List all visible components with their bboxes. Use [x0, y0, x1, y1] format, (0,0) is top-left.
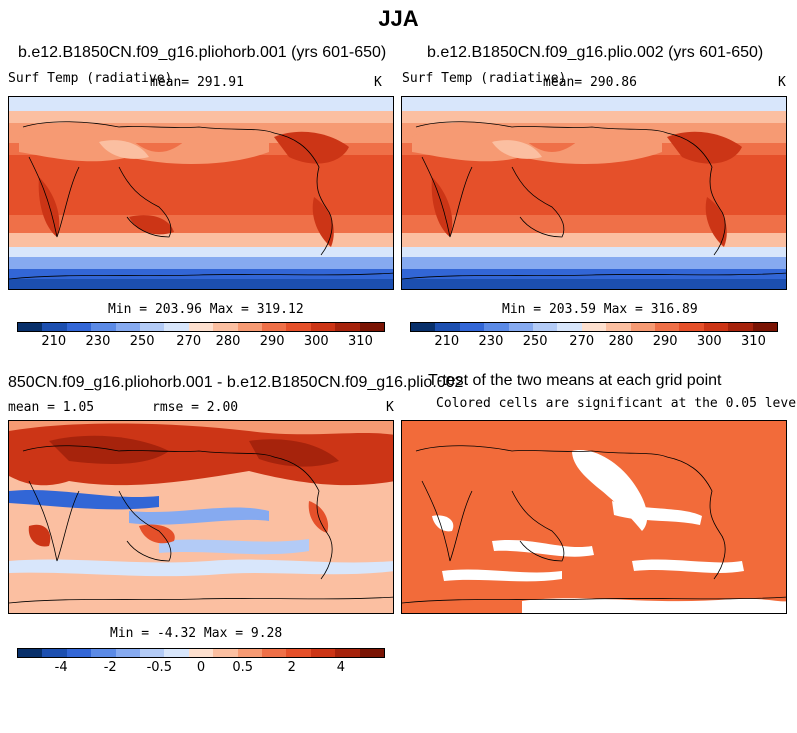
- panel4-subtitle: Colored cells are significant at the 0.0…: [436, 396, 797, 411]
- colorbar-swatch: [237, 323, 263, 331]
- colorbar-tick-label: 210: [41, 334, 67, 349]
- panel3-map: [8, 420, 394, 614]
- colorbar-swatch: [606, 323, 631, 331]
- colorbar-tick-label: 290: [259, 334, 285, 349]
- panel1-map: [8, 96, 394, 290]
- colorbar-tick-label: 310: [741, 334, 766, 349]
- colorbar-swatch: [728, 323, 753, 331]
- colorbar-swatch: [359, 649, 385, 657]
- colorbar-swatch: [335, 323, 360, 331]
- colorbar-tick-label: 270: [176, 334, 202, 349]
- colorbar-swatch: [164, 323, 189, 331]
- colorbar-swatch: [359, 323, 385, 331]
- colorbar-tick-label: 230: [478, 334, 504, 349]
- colorbar-swatch: [752, 323, 778, 331]
- colorbar-swatch: [335, 649, 360, 657]
- panel1-mean: mean= 291.91: [150, 75, 244, 90]
- panel3-colorbar: [17, 648, 385, 658]
- colorbar-tick-label: -2: [103, 660, 117, 675]
- colorbar-tick-label: 0.5: [232, 660, 254, 675]
- colorbar-swatch: [310, 323, 336, 331]
- panel1-minmax: Min = 203.96 Max = 319.12: [108, 302, 304, 317]
- colorbar-tick-label: 300: [303, 334, 329, 349]
- colorbar-swatch: [655, 323, 680, 331]
- panel3-colorbar-ticks: -4 -2 -0.5 0 0.5 2 4: [17, 660, 385, 676]
- panel2-minmax: Min = 203.59 Max = 316.89: [502, 302, 698, 317]
- panel2-colorbar: [410, 322, 778, 332]
- colorbar-tick-label: 270: [569, 334, 595, 349]
- panel3-title: 850CN.f09_g16.pliohorb.001 - b.e12.B1850…: [8, 374, 464, 391]
- colorbar-tick-label: 250: [129, 334, 155, 349]
- panel4-map: [401, 420, 787, 614]
- colorbar-tick-label: 2: [287, 660, 296, 675]
- colorbar-tick-label: 250: [522, 334, 548, 349]
- panel1-units: K: [374, 75, 382, 90]
- colorbar-swatch: [286, 323, 311, 331]
- colorbar-swatch: [411, 323, 436, 331]
- colorbar-swatch: [42, 323, 67, 331]
- panel2-mean: mean= 290.86: [543, 75, 637, 90]
- colorbar-swatch: [435, 323, 460, 331]
- colorbar-swatch: [703, 323, 729, 331]
- colorbar-swatch: [91, 323, 116, 331]
- panel1-colorbar: [17, 322, 385, 332]
- colorbar-swatch: [533, 323, 558, 331]
- colorbar-swatch: [630, 323, 656, 331]
- colorbar-swatch: [508, 323, 534, 331]
- colorbar-swatch: [188, 323, 214, 331]
- colorbar-swatch: [262, 323, 287, 331]
- panel3-minmax: Min = -4.32 Max = 9.28: [110, 626, 283, 641]
- figure-title: JJA: [378, 6, 419, 31]
- panel4-title: T-test of the two means at each grid poi…: [428, 372, 722, 389]
- colorbar-tick-label: -0.5: [146, 660, 172, 675]
- panel1-colorbar-ticks: 210 230 250 270 280 290 300 310: [17, 334, 385, 350]
- colorbar-swatch: [237, 649, 263, 657]
- colorbar-swatch: [140, 323, 165, 331]
- panel3-units: K: [386, 400, 394, 415]
- colorbar-swatch: [679, 323, 704, 331]
- colorbar-tick-label: 280: [215, 334, 241, 349]
- colorbar-tick-label: 4: [336, 660, 345, 675]
- colorbar-swatch: [42, 649, 67, 657]
- colorbar-swatch: [115, 323, 141, 331]
- colorbar-swatch: [91, 649, 116, 657]
- colorbar-swatch: [140, 649, 165, 657]
- colorbar-swatch: [213, 323, 238, 331]
- colorbar-swatch: [310, 649, 336, 657]
- panel2-map: [401, 96, 787, 290]
- colorbar-swatch: [581, 323, 607, 331]
- colorbar-swatch: [286, 649, 311, 657]
- colorbar-tick-label: 300: [696, 334, 722, 349]
- colorbar-tick-label: 280: [608, 334, 634, 349]
- colorbar-swatch: [164, 649, 189, 657]
- colorbar-swatch: [557, 323, 582, 331]
- colorbar-tick-label: -4: [54, 660, 68, 675]
- colorbar-swatch: [213, 649, 238, 657]
- panel1-title: b.e12.B1850CN.f09_g16.pliohorb.001 (yrs …: [18, 44, 387, 61]
- colorbar-swatch: [18, 649, 43, 657]
- colorbar-swatch: [115, 649, 141, 657]
- panel3-mean: mean = 1.05: [8, 400, 95, 415]
- panel1-variable-label: Surf Temp (radiative): [8, 71, 173, 86]
- panel2-colorbar-ticks: 210 230 250 270 280 290 300 310: [410, 334, 778, 350]
- colorbar-tick-label: 210: [434, 334, 460, 349]
- colorbar-swatch: [18, 323, 43, 331]
- panel2-units: K: [778, 75, 786, 90]
- panel2-title: b.e12.B1850CN.f09_g16.plio.002 (yrs 601-…: [427, 44, 764, 61]
- panel2-variable-label: Surf Temp (radiative): [402, 71, 567, 86]
- colorbar-swatch: [66, 649, 92, 657]
- colorbar-tick-label: 0: [196, 660, 206, 675]
- colorbar-tick-label: 230: [85, 334, 111, 349]
- colorbar-tick-label: 310: [348, 334, 373, 349]
- colorbar-swatch: [459, 323, 485, 331]
- panel3-rmse: rmse = 2.00: [152, 400, 239, 415]
- colorbar-swatch: [66, 323, 92, 331]
- colorbar-swatch: [188, 649, 214, 657]
- colorbar-tick-label: 290: [652, 334, 678, 349]
- colorbar-swatch: [484, 323, 509, 331]
- colorbar-swatch: [262, 649, 287, 657]
